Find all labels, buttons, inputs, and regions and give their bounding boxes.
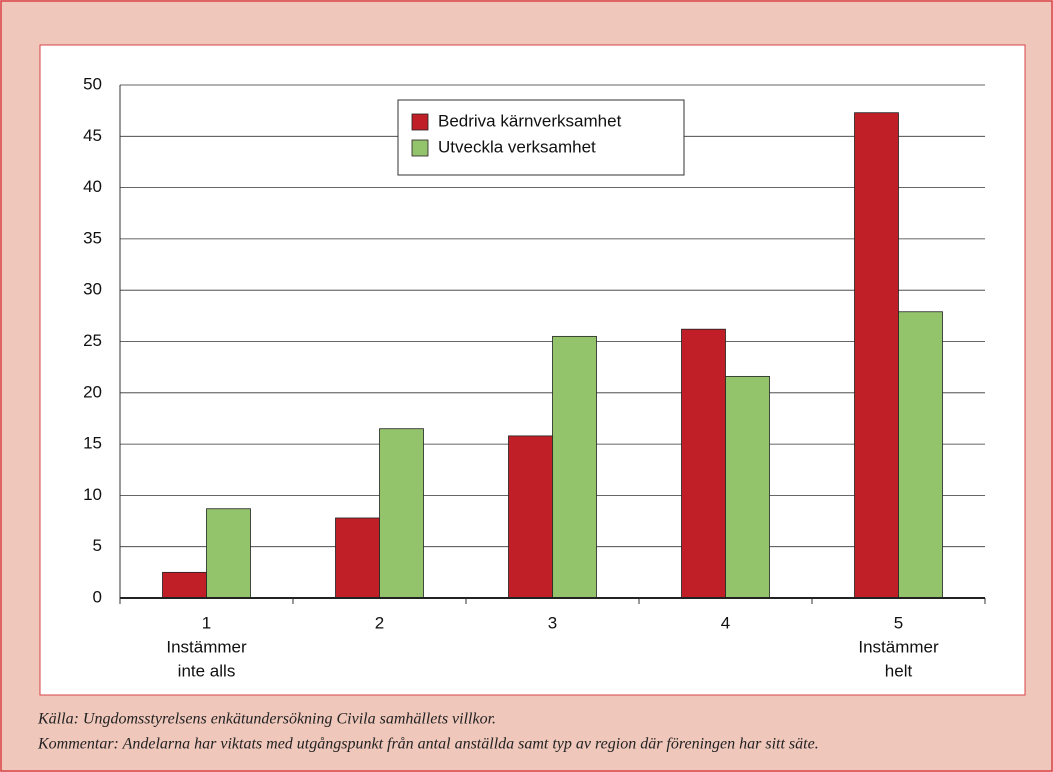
bar <box>508 435 553 599</box>
y-tick-label: 50 <box>83 74 102 93</box>
y-tick-label: 15 <box>83 434 102 453</box>
bar <box>898 311 943 599</box>
comment-note: Kommentar: Andelarna har viktats med utg… <box>37 736 819 753</box>
legend-label: Bedriva kärnverksamhet <box>438 111 622 130</box>
bar <box>681 328 726 599</box>
x-tick-label: helt <box>885 661 913 680</box>
legend-label: Utveckla verksamhet <box>438 137 596 156</box>
bar <box>206 508 251 599</box>
x-tick-label: 2 <box>375 613 384 632</box>
bar <box>162 571 207 599</box>
legend-box <box>397 99 685 176</box>
x-tick-label: Instämmer <box>166 637 247 656</box>
x-tick-label: Instämmer <box>858 637 939 656</box>
y-tick-label: 35 <box>83 228 102 247</box>
y-tick-label: 25 <box>83 331 102 350</box>
x-tick-label: inte alls <box>178 661 236 680</box>
bar <box>725 375 770 599</box>
x-tick-label: 5 <box>894 613 903 632</box>
y-tick-label: 40 <box>83 177 102 196</box>
y-tick-label: 10 <box>83 485 102 504</box>
x-tick-label: 1 <box>202 613 211 632</box>
y-tick-label: 45 <box>83 126 102 145</box>
y-tick-label: 30 <box>83 280 102 299</box>
x-tick-label: 4 <box>721 613 730 632</box>
y-tick-label: 5 <box>93 536 102 555</box>
legend-swatch <box>411 139 429 157</box>
bar <box>335 517 380 599</box>
bar <box>854 112 899 599</box>
y-tick-label: 0 <box>93 587 102 606</box>
source-note: Källa: Ungdomsstyrelsens enkätundersökni… <box>37 711 496 728</box>
x-tick-label: 3 <box>548 613 557 632</box>
y-tick-label: 20 <box>83 382 102 401</box>
legend-swatch <box>411 113 429 131</box>
bar <box>552 335 597 599</box>
bar <box>379 428 424 599</box>
